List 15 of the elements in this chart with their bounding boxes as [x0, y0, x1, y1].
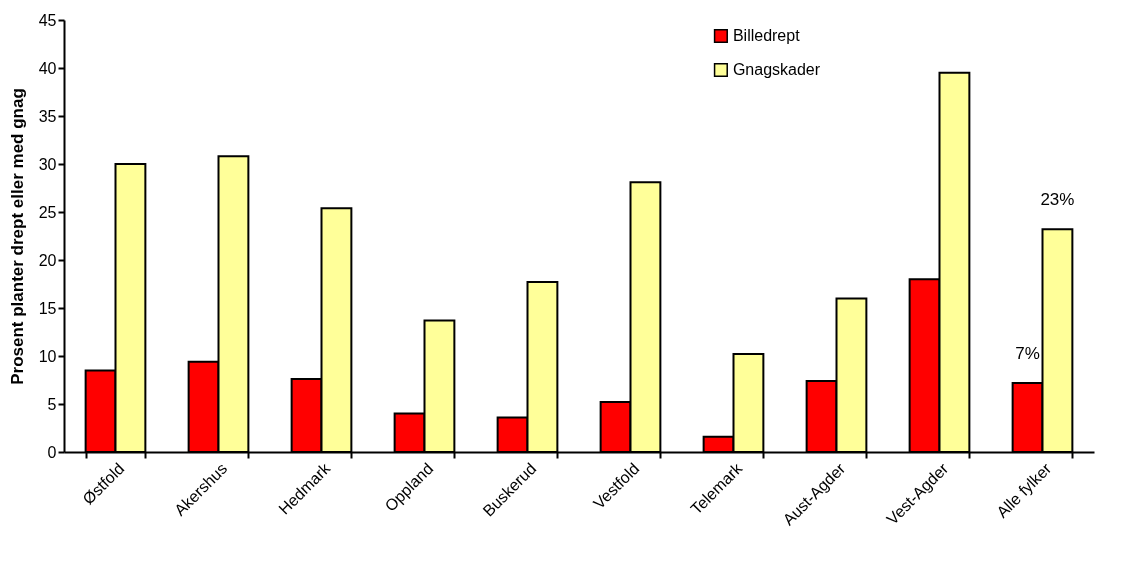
legend-label: Gnagskader	[732, 61, 821, 78]
y-tick-label: 45	[38, 11, 57, 29]
legend-label: Billedrept	[732, 27, 801, 44]
data-label: 23%	[1040, 190, 1075, 210]
y-tick-label: 40	[38, 59, 57, 77]
y-tick-label: 30	[38, 155, 57, 173]
y-tick-label: 10	[38, 347, 57, 365]
y-tick-label: 20	[38, 251, 57, 269]
y-axis-title: Prosent planter drept eller med gnag	[7, 88, 27, 385]
data-label: 7%	[1015, 343, 1040, 363]
y-tick-label: 0	[47, 443, 57, 461]
y-tick-label: 15	[38, 299, 57, 317]
y-tick-label: 5	[47, 395, 57, 413]
y-tick-label: 35	[38, 107, 57, 125]
y-tick-label: 25	[38, 203, 57, 221]
